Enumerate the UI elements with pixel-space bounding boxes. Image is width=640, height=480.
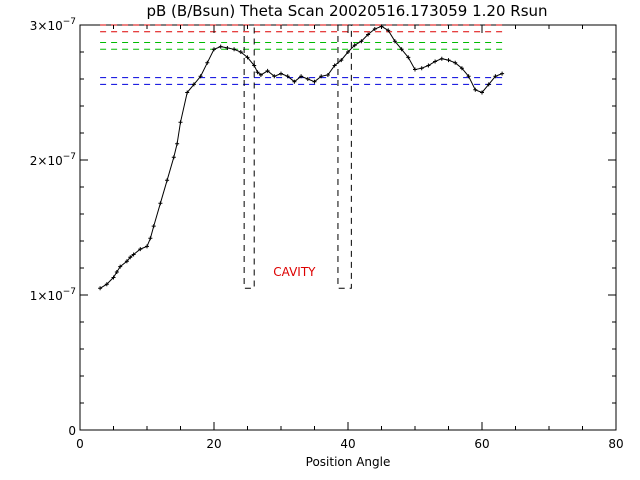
y-tick-label-4: 3×10−7 xyxy=(30,17,76,33)
data-point-42 xyxy=(339,58,344,63)
data-point-36 xyxy=(299,74,304,79)
data-point-46 xyxy=(366,32,371,37)
data-point-5 xyxy=(118,264,123,269)
data-point-39 xyxy=(319,74,324,79)
data-point-44 xyxy=(352,43,357,48)
y-tick-label-2: 1×10−7 xyxy=(30,287,76,303)
data-point-24 xyxy=(225,45,230,50)
data-point-18 xyxy=(185,90,190,95)
data-point-50 xyxy=(392,39,397,44)
data-point-60 xyxy=(459,66,464,71)
series-line-1 xyxy=(99,25,503,289)
data-point-38 xyxy=(312,79,317,84)
data-point-49 xyxy=(386,28,391,33)
data-point-10 xyxy=(145,244,149,249)
data-point-22 xyxy=(212,47,216,52)
data-line xyxy=(99,25,503,289)
data-point-33 xyxy=(279,71,283,76)
data-point-27 xyxy=(245,55,250,60)
y-tick-label-3: 2×10−7 xyxy=(30,152,76,168)
data-point-37 xyxy=(305,77,310,81)
data-point-11 xyxy=(148,236,153,241)
data-point-65 xyxy=(493,74,498,79)
data-point-52 xyxy=(406,55,411,60)
data-point-58 xyxy=(446,58,451,63)
plot-frame xyxy=(79,24,617,431)
annotation-cavity: CAVITY xyxy=(273,265,316,279)
data-point-62 xyxy=(473,87,478,92)
data-point-25 xyxy=(232,47,237,52)
annotations: CAVITY xyxy=(273,265,316,279)
data-point-59 xyxy=(453,60,458,65)
data-points xyxy=(98,24,505,291)
data-point-43 xyxy=(346,50,350,54)
data-point-6 xyxy=(124,259,129,264)
axes: 0 20 40 60 80 0 1×10−7 2×10−7 3×10−7 xyxy=(30,17,624,451)
data-point-55 xyxy=(426,63,431,68)
data-point-66 xyxy=(500,71,505,76)
data-point-31 xyxy=(265,68,270,73)
data-point-53 xyxy=(413,67,417,72)
data-point-21 xyxy=(205,60,210,65)
data-point-9 xyxy=(138,247,143,252)
data-point-15 xyxy=(171,155,176,160)
data-point-20 xyxy=(198,74,203,79)
data-point-57 xyxy=(439,56,444,61)
data-point-8 xyxy=(131,252,136,257)
data-point-19 xyxy=(191,82,196,87)
data-point-7 xyxy=(128,255,133,260)
data-point-56 xyxy=(433,59,438,64)
data-point-4 xyxy=(114,270,119,275)
data-point-14 xyxy=(165,178,170,183)
data-point-63 xyxy=(480,90,484,95)
region-box-1 xyxy=(243,25,255,289)
data-point-40 xyxy=(325,72,330,77)
data-point-30 xyxy=(258,72,263,77)
data-point-17 xyxy=(178,120,183,125)
x-axis-label: Position Angle xyxy=(306,455,391,469)
x-tick-label-4: 60 xyxy=(474,437,489,451)
data-point-13 xyxy=(158,201,163,206)
data-point-12 xyxy=(151,224,156,229)
data-point-2 xyxy=(104,282,109,287)
region-box-2 xyxy=(337,25,352,289)
data-point-3 xyxy=(111,275,116,280)
chart-title: pB (B/Bsun) Theta Scan 20020516.173059 1… xyxy=(146,2,547,20)
x-tick-label-5: 80 xyxy=(608,437,623,451)
x-tick-label-2: 20 xyxy=(206,437,221,451)
data-point-64 xyxy=(486,82,491,87)
y-tick-label-1: 0 xyxy=(68,424,76,438)
data-point-28 xyxy=(252,63,257,68)
x-tick-label-1: 0 xyxy=(76,437,84,451)
data-point-32 xyxy=(272,74,277,79)
data-point-23 xyxy=(218,44,223,49)
data-point-29 xyxy=(255,70,260,75)
data-point-26 xyxy=(238,50,243,54)
data-point-35 xyxy=(292,79,297,84)
data-point-34 xyxy=(285,74,290,79)
x-tick-label-3: 40 xyxy=(340,437,355,451)
data-point-47 xyxy=(372,27,377,32)
data-point-54 xyxy=(419,66,424,71)
data-point-61 xyxy=(466,74,471,79)
data-point-51 xyxy=(399,47,404,52)
data-point-41 xyxy=(332,63,337,68)
data-point-1 xyxy=(98,286,103,291)
data-point-45 xyxy=(359,39,364,44)
region-boxes xyxy=(243,25,352,289)
data-point-16 xyxy=(175,141,180,146)
